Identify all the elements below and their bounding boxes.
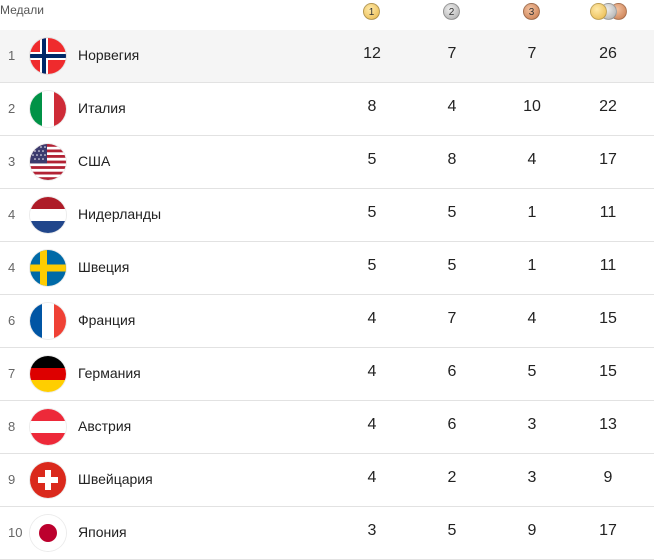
table-row[interactable]: 8 Австрия 4 6 3 13 <box>0 401 654 454</box>
country-name[interactable]: Япония <box>78 524 127 540</box>
rank: 2 <box>8 101 16 116</box>
sweden-flag-icon <box>30 250 66 286</box>
bronze-count: 4 <box>527 151 537 168</box>
country-name[interactable]: Норвегия <box>78 47 140 63</box>
silver-count: 7 <box>447 310 457 327</box>
switzerland-flag-icon <box>30 462 66 498</box>
total-count: 11 <box>599 204 617 221</box>
austria-flag-icon <box>30 409 66 445</box>
table-row[interactable]: 6 Франция 4 7 4 15 <box>0 295 654 348</box>
silver-count: 8 <box>447 151 457 168</box>
table-row[interactable]: 7 Германия 4 6 5 15 <box>0 348 654 401</box>
japan-flag-icon <box>30 515 66 551</box>
norway-flag-icon <box>30 38 66 74</box>
usa-flag-icon <box>30 144 66 180</box>
table-row[interactable]: 9 Швейцария 4 2 3 9 <box>0 454 654 507</box>
silver-count: 2 <box>447 469 457 486</box>
total-count: 17 <box>599 151 617 168</box>
rank: 10 <box>8 525 23 540</box>
table-header: Медали 1 2 3 <box>0 0 654 30</box>
country-name[interactable]: Австрия <box>78 418 132 434</box>
total-count: 26 <box>599 45 617 62</box>
gold-count: 4 <box>367 416 377 433</box>
silver-count: 5 <box>447 522 457 539</box>
silver-medal-icon[interactable]: 2 <box>443 3 460 20</box>
silver-count: 5 <box>447 204 457 221</box>
bronze-count: 9 <box>527 522 537 539</box>
total-count: 13 <box>599 416 617 433</box>
silver-count: 7 <box>447 45 457 62</box>
total-medals-icon[interactable] <box>590 3 630 21</box>
gold-count: 4 <box>367 310 377 327</box>
gold-count: 12 <box>363 45 381 62</box>
rank: 7 <box>8 366 16 381</box>
table-row[interactable]: 3 США 5 8 4 17 <box>0 136 654 189</box>
table-row[interactable]: 4 Швеция 5 5 1 11 <box>0 242 654 295</box>
bronze-count: 1 <box>527 257 537 274</box>
bronze-count: 3 <box>527 416 537 433</box>
germany-flag-icon <box>30 356 66 392</box>
rank: 3 <box>8 154 16 169</box>
gold-count: 5 <box>367 204 377 221</box>
table-row[interactable]: 2 Италия 8 4 10 22 <box>0 83 654 136</box>
total-count: 22 <box>599 98 617 115</box>
bronze-count: 10 <box>523 98 541 115</box>
table-row[interactable]: 4 Нидерланды 5 5 1 11 <box>0 189 654 242</box>
gold-count: 3 <box>367 522 377 539</box>
rank: 8 <box>8 419 16 434</box>
gold-count: 5 <box>367 257 377 274</box>
country-name[interactable]: Швейцария <box>78 471 153 487</box>
total-count: 15 <box>599 310 617 327</box>
country-name[interactable]: Нидерланды <box>78 206 162 222</box>
table-row[interactable]: 10 Япония 3 5 9 17 <box>0 507 654 560</box>
bronze-count: 1 <box>527 204 537 221</box>
total-count: 9 <box>603 469 613 486</box>
gold-medal-icon[interactable]: 1 <box>363 3 380 20</box>
header-label: Медали <box>0 3 44 17</box>
country-name[interactable]: США <box>78 153 111 169</box>
silver-count: 6 <box>447 363 457 380</box>
rank: 4 <box>8 260 16 275</box>
bronze-count: 4 <box>527 310 537 327</box>
total-count: 15 <box>599 363 617 380</box>
silver-count: 6 <box>447 416 457 433</box>
country-name[interactable]: Франция <box>78 312 136 328</box>
bronze-count: 3 <box>527 469 537 486</box>
silver-count: 5 <box>447 257 457 274</box>
bronze-count: 5 <box>527 363 537 380</box>
rank: 9 <box>8 472 16 487</box>
country-name[interactable]: Италия <box>78 100 126 116</box>
france-flag-icon <box>30 303 66 339</box>
total-count: 17 <box>599 522 617 539</box>
total-count: 11 <box>599 257 617 274</box>
gold-count: 5 <box>367 151 377 168</box>
bronze-count: 7 <box>527 45 537 62</box>
gold-count: 4 <box>367 363 377 380</box>
rank: 1 <box>8 48 16 63</box>
netherlands-flag-icon <box>30 197 66 233</box>
country-name[interactable]: Швеция <box>78 259 130 275</box>
silver-count: 4 <box>447 98 457 115</box>
gold-count: 4 <box>367 469 377 486</box>
rank: 6 <box>8 313 16 328</box>
italy-flag-icon <box>30 91 66 127</box>
country-name[interactable]: Германия <box>78 365 141 381</box>
table-row[interactable]: 1 Норвегия 12 7 7 26 <box>0 30 654 83</box>
bronze-medal-icon[interactable]: 3 <box>523 3 540 20</box>
rank: 4 <box>8 207 16 222</box>
gold-count: 8 <box>367 98 377 115</box>
